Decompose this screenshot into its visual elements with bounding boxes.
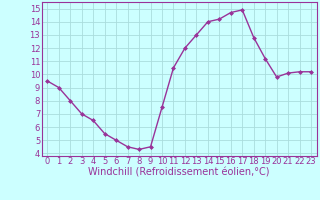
X-axis label: Windchill (Refroidissement éolien,°C): Windchill (Refroidissement éolien,°C) xyxy=(88,168,270,178)
